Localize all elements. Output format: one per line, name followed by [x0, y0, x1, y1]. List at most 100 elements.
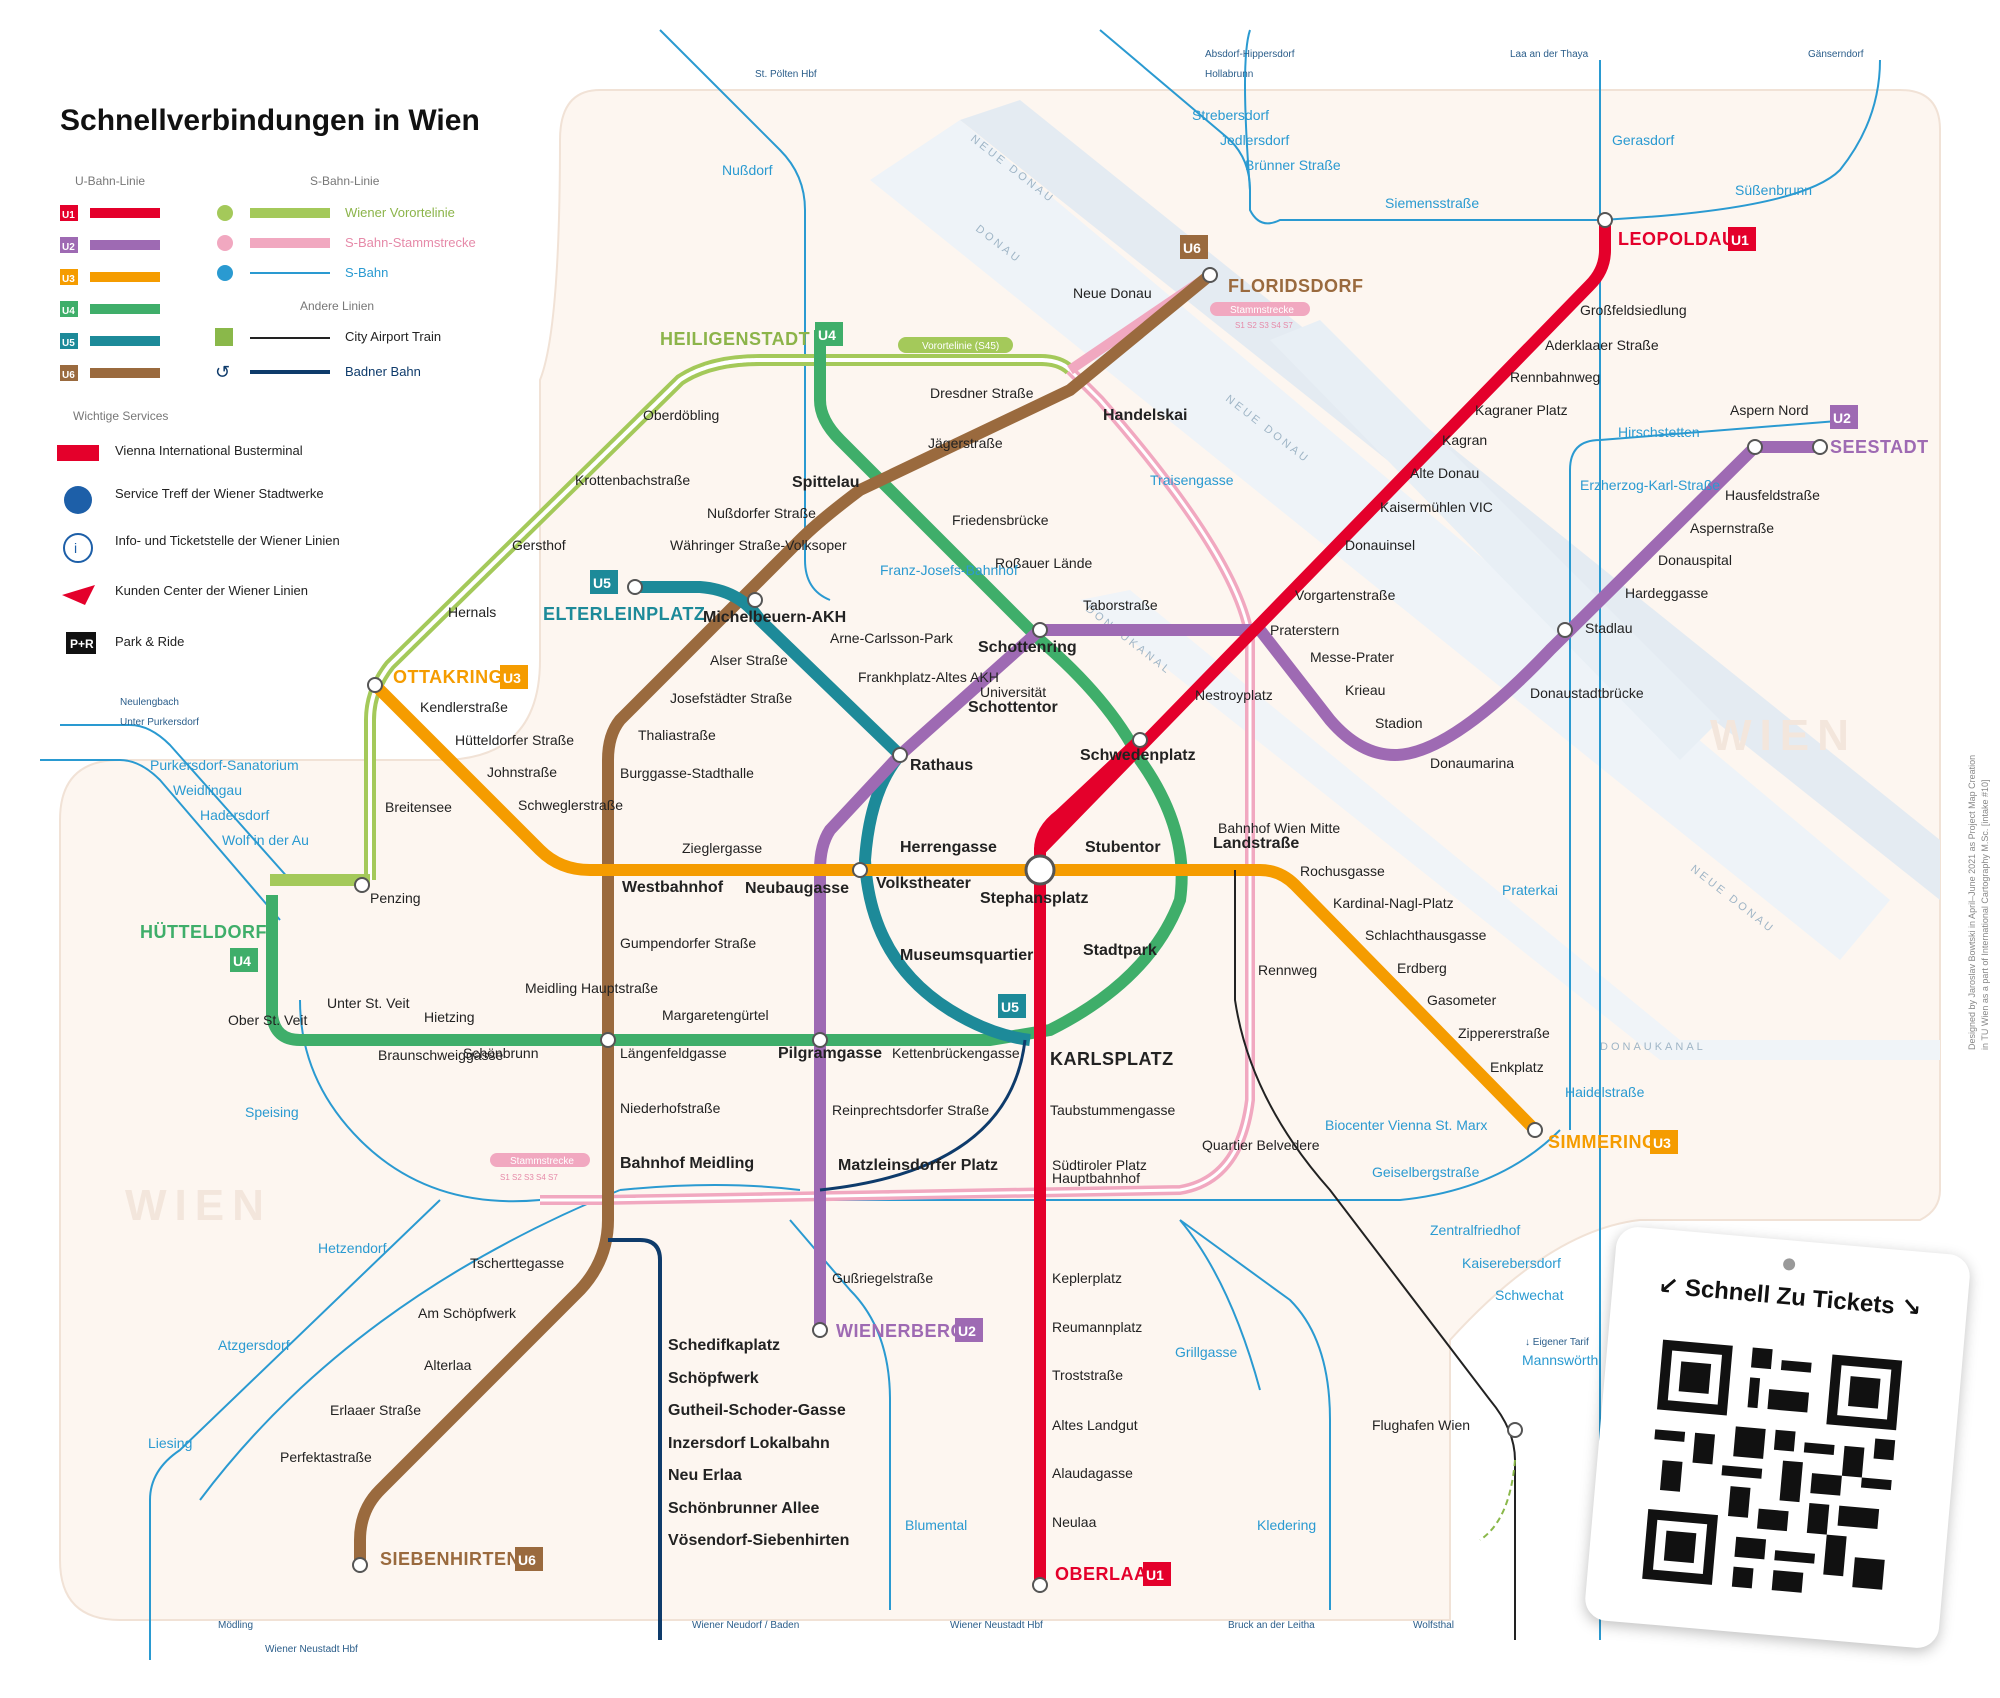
svg-text:Museumsquartier: Museumsquartier: [900, 947, 1033, 964]
svg-text:Enkplatz: Enkplatz: [1490, 1059, 1544, 1075]
legend-u1: U1: [60, 205, 160, 221]
svg-text:Gutheil-Schoder-Gasse: Gutheil-Schoder-Gasse: [668, 1402, 846, 1419]
legend-u4: U4: [60, 301, 160, 317]
svg-text:S-Bahn-Stammstrecke: S-Bahn-Stammstrecke: [345, 235, 476, 250]
svg-text:Hetzendorf: Hetzendorf: [318, 1240, 387, 1256]
svg-text:Stammstrecke: Stammstrecke: [510, 1156, 574, 1167]
u4-line: [266, 330, 1188, 1046]
svg-text:Schweglerstraße: Schweglerstraße: [518, 797, 623, 813]
svg-text:Rennbahnweg: Rennbahnweg: [1510, 369, 1600, 385]
legend-andere-header: Andere Linien: [300, 299, 374, 313]
svg-text:Taborstraße: Taborstraße: [1083, 597, 1158, 613]
svg-text:Bruck an der Leitha: Bruck an der Leitha: [1228, 1620, 1315, 1631]
svg-text:Gumpendorfer Straße: Gumpendorfer Straße: [620, 935, 756, 951]
svg-text:Absdorf-Hippersdorf: Absdorf-Hippersdorf: [1205, 49, 1295, 60]
qr-code-icon[interactable]: [1631, 1328, 1914, 1611]
legend-sbahn-header: S-Bahn-Linie: [310, 174, 380, 188]
station-dots: [352, 212, 1828, 1593]
svg-text:Grillgasse: Grillgasse: [1175, 1344, 1237, 1360]
svg-text:P+R: P+R: [70, 637, 94, 651]
svg-text:Biocenter Vienna St. Marx: Biocenter Vienna St. Marx: [1325, 1117, 1487, 1133]
ticket-qr-card[interactable]: ↙ Schnell Zu Tickets ↘: [1583, 1225, 1972, 1650]
terminus-karlsplatz: KARLSPLATZ: [1050, 1049, 1174, 1069]
svg-text:Vösendorf-Siebenhirten: Vösendorf-Siebenhirten: [668, 1532, 849, 1549]
terminal-labels: HEILIGENSTADT U4 FLORIDSDORF U6 LEOPOLDA…: [140, 227, 1928, 1586]
svg-text:Hirschstetten: Hirschstetten: [1618, 424, 1700, 440]
svg-text:Alterlaa: Alterlaa: [424, 1357, 472, 1373]
svg-text:Geiselbergstraße: Geiselbergstraße: [1372, 1164, 1480, 1180]
legend-u3: U3: [60, 269, 160, 285]
svg-text:Rennweg: Rennweg: [1258, 962, 1317, 978]
terminus-oberlaa: OBERLAA: [1055, 1564, 1148, 1584]
svg-text:Siemensstraße: Siemensstraße: [1385, 195, 1479, 211]
svg-text:Niederhofstraße: Niederhofstraße: [620, 1100, 721, 1116]
svg-text:U3: U3: [62, 274, 75, 285]
svg-text:Schottentor: Schottentor: [968, 699, 1058, 716]
svg-text:Strebersdorf: Strebersdorf: [1192, 107, 1269, 123]
u5-station-labels: Arne-Carlsson-Park Frankhplatz-Altes AKH: [830, 630, 999, 685]
svg-text:Nußdorf: Nußdorf: [722, 162, 773, 178]
svg-text:Frankhplatz-Altes AKH: Frankhplatz-Altes AKH: [858, 669, 999, 685]
svg-text:Ober St. Veit: Ober St. Veit: [228, 1012, 307, 1028]
svg-text:Landstraße: Landstraße: [1213, 835, 1299, 852]
watermark-wien-west: WIEN: [125, 1181, 272, 1230]
svg-text:Meidling Hauptstraße: Meidling Hauptstraße: [525, 980, 658, 996]
svg-text:Erzherzog-Karl-Straße: Erzherzog-Karl-Straße: [1580, 477, 1720, 493]
terminus-wienerberg: WIENERBERG: [836, 1321, 965, 1341]
svg-text:Alser Straße: Alser Straße: [710, 652, 788, 668]
destinations: St. Pölten Hbf Absdorf-Hippersdorf Holla…: [120, 49, 1864, 1655]
water-label-donaukanal-2: DONAUKANAL: [1600, 1041, 1706, 1053]
svg-text:U4: U4: [62, 306, 75, 317]
svg-text:Messe-Prater: Messe-Prater: [1310, 649, 1394, 665]
u6-station-labels: Neue Donau Handelskai Dresdner Straße Jä…: [280, 285, 1187, 1465]
svg-text:Purkersdorf-Sanatorium: Purkersdorf-Sanatorium: [150, 757, 299, 773]
svg-text:Rathaus: Rathaus: [910, 757, 973, 774]
legend-service-kunden: Kunden Center der Wiener Linien: [62, 583, 308, 605]
svg-text:Zippererstraße: Zippererstraße: [1458, 1025, 1550, 1041]
svg-text:↺: ↺: [215, 362, 230, 382]
svg-text:Stadtpark: Stadtpark: [1083, 942, 1157, 959]
legend-ubahn-header: U-Bahn-Linie: [75, 174, 145, 188]
svg-text:Wiener Vorortelinie: Wiener Vorortelinie: [345, 205, 455, 220]
svg-text:Schwechat: Schwechat: [1495, 1287, 1564, 1303]
u1-station-labels: Großfeldsiedlung Aderklaaer Straße Rennb…: [980, 302, 1687, 1530]
watermark-wien-east: WIEN: [1710, 711, 1857, 760]
svg-text:↓ Eigener Tarif: ↓ Eigener Tarif: [1525, 1337, 1589, 1348]
legend-cat: City Airport Train: [215, 328, 441, 346]
svg-text:Taubstummengasse: Taubstummengasse: [1050, 1102, 1176, 1118]
u3-station-labels: Kendlerstraße Hütteldorfer Straße Johnst…: [420, 699, 1550, 1075]
svg-text:Speising: Speising: [245, 1104, 299, 1120]
u4-station-labels: Spittelau Friedensbrücke Roßauer Lände S…: [228, 474, 1157, 1063]
svg-text:Nestroyplatz: Nestroyplatz: [1195, 687, 1273, 703]
svg-text:Keplerplatz: Keplerplatz: [1052, 1270, 1122, 1286]
svg-text:Praterstern: Praterstern: [1270, 622, 1339, 638]
svg-text:Westbahnhof: Westbahnhof: [622, 879, 724, 896]
svg-text:Donauinsel: Donauinsel: [1345, 537, 1415, 553]
svg-text:Liesing: Liesing: [148, 1435, 192, 1451]
svg-text:Neubaugasse: Neubaugasse: [745, 880, 849, 897]
svg-text:Stephansplatz: Stephansplatz: [980, 890, 1088, 907]
svg-text:Quartier Belvedere: Quartier Belvedere: [1202, 1137, 1320, 1153]
svg-text:Altes Landgut: Altes Landgut: [1052, 1417, 1138, 1433]
svg-text:Krieau: Krieau: [1345, 682, 1385, 698]
u2-line: [814, 441, 1820, 1330]
terminus-floridsdorf: FLORIDSDORF: [1228, 276, 1364, 296]
svg-text:Hollabrunn: Hollabrunn: [1205, 69, 1253, 80]
badge-vorortelinie: Vorortelinie (S45): [898, 337, 1013, 353]
svg-text:Hardeggasse: Hardeggasse: [1625, 585, 1708, 601]
svg-text:Service Treff der Wiener Stadt: Service Treff der Wiener Stadtwerke: [115, 486, 324, 501]
svg-text:Gersthof: Gersthof: [512, 537, 566, 553]
svg-text:Praterkai: Praterkai: [1502, 882, 1558, 898]
svg-text:Aderklaaer Straße: Aderklaaer Straße: [1545, 337, 1659, 353]
svg-text:U3: U3: [1653, 1135, 1671, 1151]
badge-stammstrecke-north: Stammstrecke S1 S2 S3 S4 S7: [1210, 302, 1310, 330]
svg-text:Kettenbrückengasse: Kettenbrückengasse: [892, 1045, 1020, 1061]
svg-text:Traisengasse: Traisengasse: [1150, 472, 1234, 488]
svg-text:Alte Donau: Alte Donau: [1410, 465, 1479, 481]
svg-text:Süßenbrunn: Süßenbrunn: [1735, 182, 1812, 198]
svg-text:Vorortelinie (S45): Vorortelinie (S45): [922, 341, 999, 352]
legend-u6: U6: [60, 365, 160, 381]
svg-text:Längenfeldgasse: Längenfeldgasse: [620, 1045, 727, 1061]
legend-u2: U2: [60, 237, 160, 253]
svg-text:Rochusgasse: Rochusgasse: [1300, 863, 1385, 879]
